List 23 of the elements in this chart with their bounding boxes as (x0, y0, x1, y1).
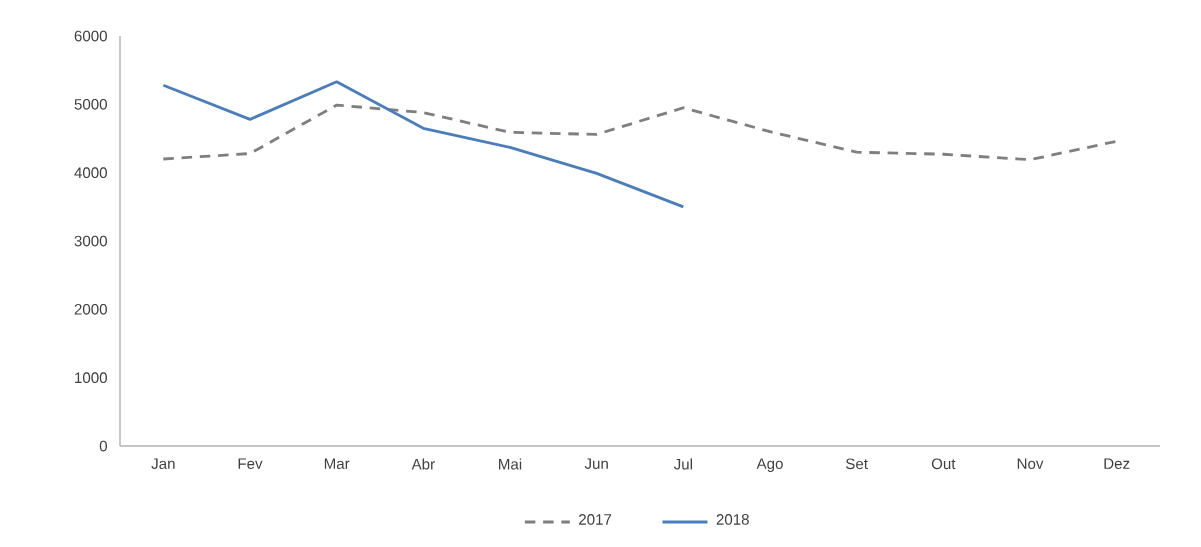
y-tick-label: 6000 (74, 30, 107, 42)
y-tick-label: 1000 (75, 372, 107, 384)
x-tick-label: Mar (324, 458, 350, 469)
x-tick-label: Mai (499, 458, 522, 470)
legend-label: 2017 (579, 514, 612, 525)
legend-label: 2018 (716, 514, 749, 525)
y-tick-label: 4000 (74, 167, 107, 179)
x-tick-label: Fev (238, 458, 263, 469)
x-tick-label: Set (845, 458, 868, 470)
x-tick-label: Nov (1017, 458, 1044, 469)
line-series (161, 80, 685, 209)
y-tick-label: 2000 (74, 304, 107, 315)
x-tick-label: Abr (411, 458, 435, 470)
line-series (161, 103, 1119, 162)
x-tick-label: Ago (756, 458, 783, 472)
y-tick-label: 0 (99, 440, 108, 452)
y-tick-label: 5000 (74, 99, 107, 110)
x-tick-label: Dez (1104, 458, 1130, 469)
x-tick-label: Jan (151, 458, 175, 469)
y-tick-label: 3000 (74, 235, 107, 247)
x-tick-label: Jul (673, 458, 693, 470)
x-tick-label: Out (931, 458, 956, 470)
x-tick-label: Jun (584, 458, 608, 469)
